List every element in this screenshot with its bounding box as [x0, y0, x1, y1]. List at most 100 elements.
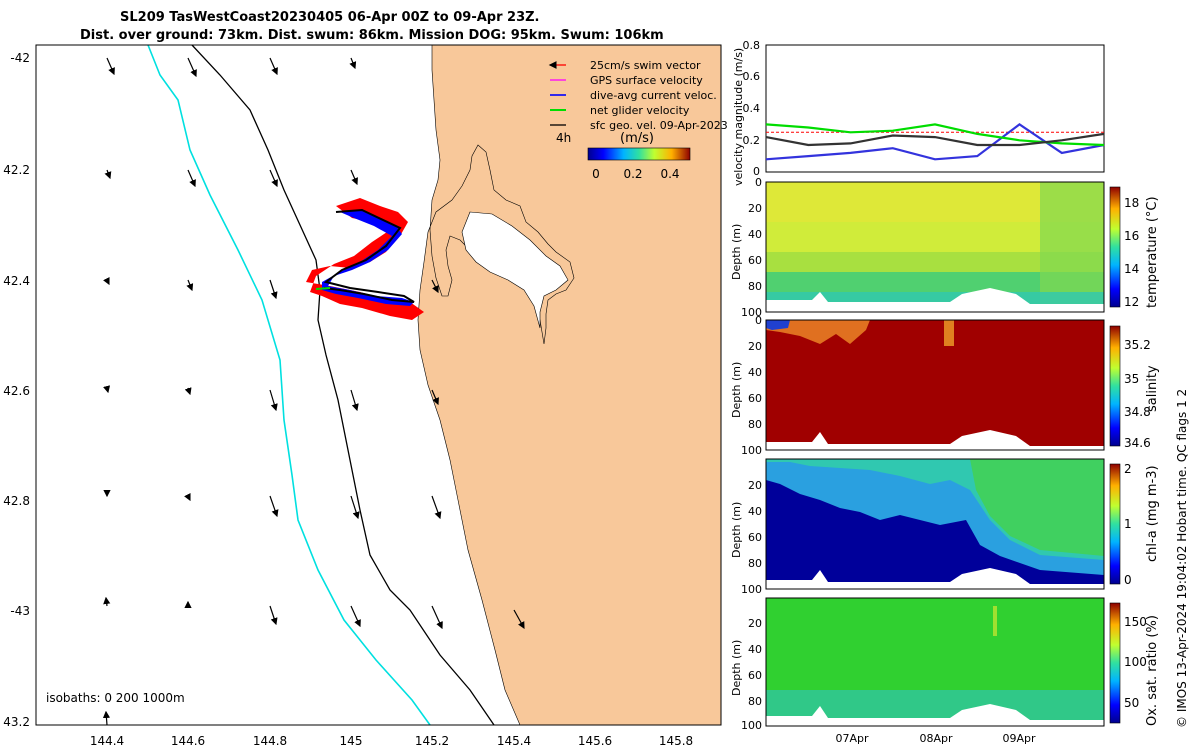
geo-vel-arrow [103, 277, 110, 286]
temperature-ylabel: Depth (m) [730, 224, 743, 280]
oxygen-cbar-tick: 50 [1124, 696, 1139, 710]
oxygen-colorbar [1109, 602, 1121, 724]
temperature-panel: 18 16 14 12 temperature (°C) Depth (m) 0… [730, 176, 1160, 319]
oxygen-cbar-tick: 100 [1124, 655, 1147, 669]
geo-vel-arrow [431, 605, 443, 630]
geo-vel-arrow [187, 57, 197, 78]
map-lon-axis: 144.4 144.6 144.8 145 145.2 145.4 145.6 … [90, 734, 693, 748]
legend-gps-velocity: GPS surface velocity [590, 74, 703, 87]
geo-vel-arrow [513, 609, 525, 630]
salinity-streak [944, 320, 954, 346]
temperature-seafloor-gap [766, 288, 1104, 312]
vel-y-tick: 0.8 [743, 39, 761, 52]
depth-tick: 80 [748, 557, 762, 570]
salinity-ylabel: Depth (m) [730, 362, 743, 418]
legend-net-glider: net glider velocity [590, 104, 690, 117]
legend-sfc-geo: sfc geo. vel. 09-Apr-2023 [590, 119, 728, 132]
chla-late-bloom [970, 459, 1104, 556]
geo-vel-arrow [350, 389, 359, 412]
geo-vel-arrow [187, 169, 196, 188]
geo-vel-arrow [350, 495, 360, 520]
map-panel: 25cm/s swim vector GPS surface velocity … [3, 44, 728, 748]
date-tick: 07Apr [835, 732, 869, 745]
oxygen-frame [765, 597, 1105, 727]
lat-tick: -43 [10, 604, 30, 618]
velocity-ylabel: velocity magnitude (m/s) [732, 48, 745, 186]
chla-frame [765, 458, 1105, 590]
salinity-panel: 35.2 35 34.8 34.6 salinity Depth (m) 0 2… [730, 314, 1160, 457]
side-caption: © IMOS 13-Apr-2024 19:04:02 Hobart time.… [1175, 389, 1189, 728]
depth-tick: 40 [748, 228, 762, 241]
salinity-surface-fresh [766, 320, 870, 344]
oxygen-ylabel: Depth (m) [730, 640, 743, 696]
depth-tick: 20 [748, 479, 762, 492]
salinity-cbar-tick: 34.6 [1124, 436, 1151, 450]
temperature-cbar-tick: 16 [1124, 229, 1139, 243]
oxygen-cbar-tick: 150 [1124, 615, 1147, 629]
lat-tick: 42.6 [3, 384, 30, 398]
salinity-frame [765, 319, 1105, 451]
geo-vel-arrow [269, 57, 278, 76]
temperature-late-patch [1040, 182, 1104, 312]
temperature-cbar-tick: 18 [1124, 196, 1139, 210]
lon-tick: 145.6 [578, 734, 612, 748]
oxygen-cbar-label: Ox. sat. ratio (%) [1145, 615, 1160, 726]
geo-vel-arrow [104, 169, 112, 180]
isobath-200m [147, 45, 431, 725]
depth-tick: 40 [748, 505, 762, 518]
depth-tick: 0 [755, 314, 762, 327]
depth-tick: 80 [748, 280, 762, 293]
chla-cbar-tick: 1 [1124, 517, 1132, 531]
geo-vel-arrow [269, 495, 279, 518]
depth-tick: 60 [748, 254, 762, 267]
salinity-surface-low [766, 320, 790, 330]
lon-tick: 144.4 [90, 734, 124, 748]
geo-vel-arrow [184, 387, 192, 396]
lon-tick: 144.6 [171, 734, 205, 748]
oxygen-seafloor-gap [766, 704, 1104, 726]
geo-vel-arrow [103, 385, 111, 394]
salinity-colorbar [1109, 325, 1121, 447]
isobaths-label: isobaths: 0 200 1000m [46, 691, 185, 705]
colorbar-tick: 0.4 [660, 167, 679, 181]
depth-tick: 60 [748, 531, 762, 544]
salinity-cbar-label: salinity [1145, 365, 1160, 412]
chla-cbar-tick: 2 [1124, 462, 1132, 476]
geo-vel-arrow [269, 169, 278, 188]
depth-tick: 100 [741, 719, 762, 732]
colorbar-tick: 0.2 [623, 167, 642, 181]
legend-dive-avg: dive-avg current veloc. [590, 89, 717, 102]
geo-vel-arrow [269, 605, 278, 626]
depth-tick: 20 [748, 202, 762, 215]
map-lat-axis: -42 42.2 42.4 42.6 42.8 -43 43.2 [3, 51, 30, 729]
temperature-frame [765, 181, 1105, 313]
oxygen-streak [993, 606, 997, 636]
geo-vel-arrow [269, 279, 278, 300]
lat-tick: 42.4 [3, 274, 30, 288]
depth-tick: 20 [748, 340, 762, 353]
lon-tick: 144.8 [253, 734, 287, 748]
temperature-cbar-label: temperature (°C) [1145, 196, 1160, 308]
velocity-panel: 0 0.2 0.4 0.6 0.8 velocity magnitude (m/… [732, 39, 1105, 186]
geo-vel-arrow [431, 279, 439, 294]
salinity-cbar-tick: 35 [1124, 372, 1139, 386]
isobath-1000m [191, 45, 495, 725]
depth-tick: 60 [748, 392, 762, 405]
geo-vel-arrow [350, 169, 358, 186]
velocity-series-sfc-geo-vel- [765, 132, 1105, 147]
map-colorbar [587, 147, 691, 161]
depth-tick: 40 [748, 643, 762, 656]
lat-tick: -42 [10, 51, 30, 65]
salinity-cbar-tick: 35.2 [1124, 338, 1151, 352]
chla-colorbar [1109, 463, 1121, 585]
figure-subtitle: Dist. over ground: 73km. Dist. swum: 86k… [80, 28, 664, 43]
chla-cbar-label: chl-a (mg m-3) [1145, 465, 1160, 562]
depth-tick: 0 [755, 176, 762, 189]
date-tick: 08Apr [919, 732, 953, 745]
colorbar-4h-label: 4h [556, 131, 571, 145]
velocity-y-axis: 0 0.2 0.4 0.6 0.8 [743, 39, 761, 178]
lat-tick: 42.2 [3, 163, 30, 177]
figure-title: SL209 TasWestCoast20230405 06-Apr 00Z to… [120, 10, 540, 25]
